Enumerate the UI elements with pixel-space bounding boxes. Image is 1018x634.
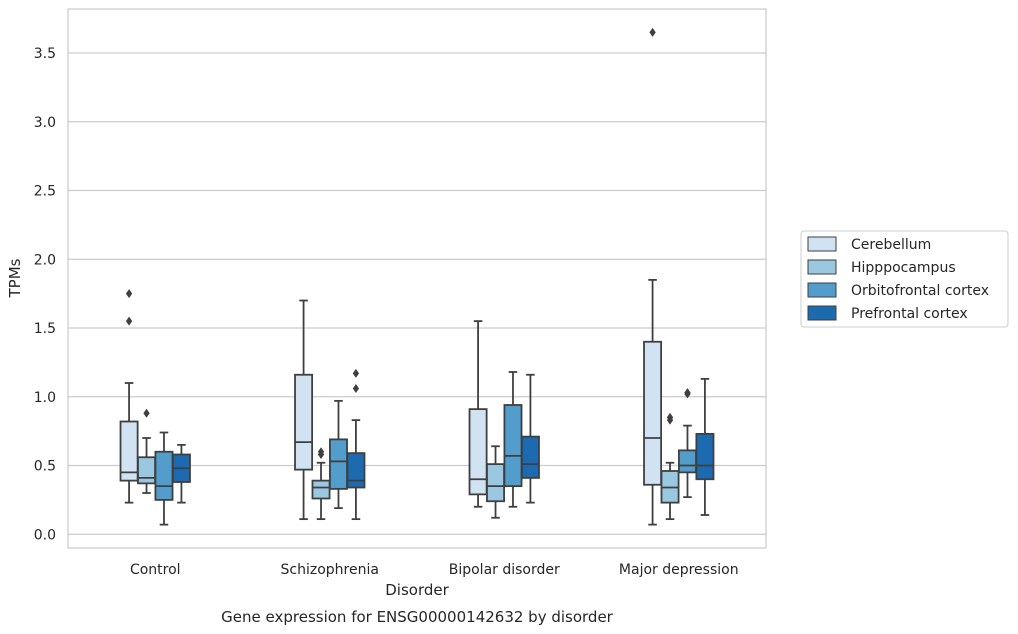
box-orbitofrontal-cortex [329,399,348,510]
x-tick-labels: Control Schizophrenia Bipolar disorder Majo… [130,562,739,578]
box-hipppocampus [660,412,680,521]
box-body [137,456,156,485]
legend-swatch [807,259,837,275]
outlier-point [649,27,656,37]
box-cerebellum [643,27,663,526]
box-body [154,450,174,501]
box-hipppocampus [137,408,156,494]
outlier-point [666,412,674,422]
box-prefrontal-cortex [346,368,366,521]
box-orbitofrontal-cortex [678,388,697,499]
y-tick-labels: 0.0 0.5 1.0 1.5 2.0 2.5 3.0 3.5 [34,46,56,543]
box-body [346,452,366,489]
x-tick-label: Major depression [619,562,739,578]
outlier-point [684,388,691,398]
box-cerebellum [119,289,139,504]
legend-label: Hipppocampus [851,260,956,276]
box-body [486,463,505,503]
box-body [678,449,697,474]
box-body [329,438,348,490]
box-body [643,340,663,486]
x-tick-label: Schizophrenia [281,562,379,578]
box-prefrontal-cortex [520,373,540,504]
y-tick-label: 2.0 [34,252,56,268]
x-axis-label: Disorder [385,581,449,599]
outlier-point [125,316,133,326]
outlier-point [125,289,133,299]
box-hipppocampus [486,445,505,519]
y-tick-label: 3.5 [34,46,56,62]
box-hipppocampus [311,447,331,521]
box-body [468,408,488,496]
box-body [520,435,540,479]
box-orbitofrontal-cortex [154,431,174,526]
y-axis-label: TPMs [6,258,24,298]
box-cerebellum [468,320,488,508]
legend-swatch [807,236,837,252]
outlier-point [143,408,150,418]
box-body [695,432,715,481]
y-tick-label: 1.0 [34,390,56,406]
legend-label: Cerebellum [851,237,931,253]
legend-frame [800,230,1009,328]
legend-swatch [807,305,837,321]
box-body [503,404,523,488]
x-tick-label: Control [130,562,181,578]
y-tick-label: 3.0 [34,115,56,131]
box-series [119,27,715,526]
box-cerebellum [294,299,314,521]
box-prefrontal-cortex [695,377,715,516]
box-body [311,479,331,500]
box-body [294,373,314,471]
x-tick-label: Bipolar disorder [449,562,560,578]
y-tick-label: 0.5 [34,459,56,475]
plot-frame [67,8,767,549]
outlier-point [352,368,360,378]
y-tick-label: 0.0 [34,527,56,543]
box-prefrontal-cortex [171,443,191,504]
box-orbitofrontal-cortex [503,371,523,508]
legend: Cerebellum Hipppocampus Orbitofrontal cort… [800,230,1009,328]
legend-label: Orbitofrontal cortex [851,283,989,299]
box-body [119,420,139,482]
figure-caption: Gene expression for ENSG00000142632 by d… [221,608,614,626]
y-tick-label: 1.5 [34,321,56,337]
legend-label: Prefrontal cortex [851,306,968,322]
legend-swatch [807,282,837,298]
outlier-point [317,447,325,457]
y-tick-label: 2.5 [34,184,56,200]
outlier-point [352,384,360,393]
